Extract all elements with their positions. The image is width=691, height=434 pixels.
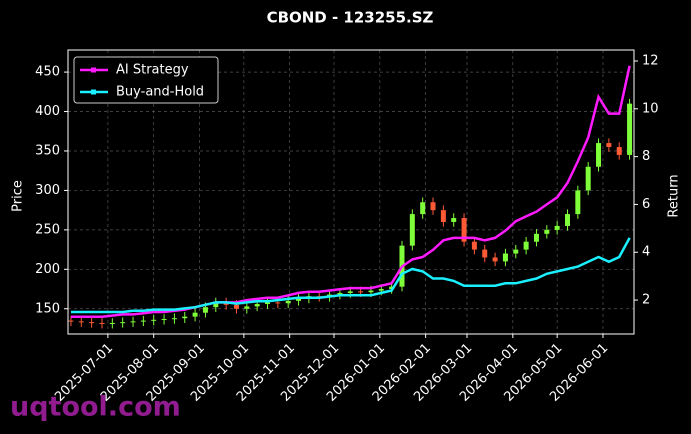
candle-body [265, 302, 271, 305]
candle-body [78, 321, 84, 323]
candle-body [554, 225, 560, 230]
candle-body [254, 304, 260, 307]
candle-body [99, 322, 105, 324]
candle-body [202, 307, 208, 313]
candle-body [482, 249, 488, 258]
candle-body [285, 300, 291, 304]
candle-body [585, 166, 591, 191]
candle-body [347, 291, 353, 293]
candle-body [461, 218, 467, 242]
candle-body [140, 320, 146, 322]
y-tick-label: 350 [35, 143, 60, 158]
legend-label: Buy-and-Hold [116, 85, 204, 100]
y-tick-label: 400 [35, 104, 60, 119]
y-tick-label: 150 [35, 301, 60, 316]
candle-body [616, 147, 622, 155]
candle-body [606, 143, 612, 148]
y-tick-label: 300 [35, 183, 60, 198]
chart-title: CBOND - 123255.SZ [267, 9, 434, 27]
y2-axis-label: Return [667, 174, 682, 217]
legend-box [73, 56, 219, 104]
y-tick-label: 450 [35, 65, 60, 80]
candle-body [109, 322, 115, 324]
candle-body [544, 229, 550, 234]
candle-body [296, 298, 302, 301]
y2-tick-label: 10 [642, 101, 659, 116]
candle-body [368, 290, 374, 293]
legend-marker [91, 89, 96, 95]
candle-body [523, 241, 529, 250]
candle-body [358, 291, 364, 293]
candle-body [389, 286, 395, 290]
candle-body [451, 218, 457, 222]
y2-tick-label: 8 [642, 149, 650, 164]
series-line [71, 237, 631, 314]
watermark: uqtool.com [10, 392, 181, 423]
plot-frame [67, 49, 635, 335]
candle-body [471, 241, 477, 250]
candle-body [171, 318, 177, 320]
candle-body [213, 302, 219, 308]
candle-body [409, 214, 415, 246]
y2-tick-label: 6 [642, 197, 650, 212]
legend-marker [91, 67, 96, 73]
candle-body [275, 302, 281, 304]
candle-body [420, 202, 426, 215]
candle-body [337, 292, 343, 295]
candle-body [120, 322, 126, 324]
candle-body [378, 289, 384, 291]
candle-body [151, 319, 157, 321]
candle-body [161, 319, 167, 321]
y2-tick-label: 2 [642, 293, 650, 308]
legend-label: AI Strategy [116, 63, 189, 78]
legend: AI Strategy Buy-and-Hold [73, 56, 219, 104]
candle-body [564, 214, 570, 226]
candle-body [627, 103, 633, 155]
candle-body [233, 304, 239, 309]
candle-body [596, 143, 602, 167]
candle-body [182, 316, 188, 319]
candle-body [130, 321, 136, 323]
candle-body [244, 306, 250, 309]
candle-body [502, 253, 508, 262]
y2-tick-label: 12 [642, 53, 659, 68]
y-tick-label: 250 [35, 222, 60, 237]
candle-body [430, 202, 436, 211]
candle-body [513, 249, 519, 254]
series-line [71, 65, 631, 319]
y-axis-label: Price [11, 180, 26, 212]
candle-body [68, 320, 74, 322]
candle-body [89, 322, 95, 324]
candle-body [192, 312, 198, 317]
y2-tick-label: 4 [642, 245, 650, 260]
candle-body [575, 190, 581, 215]
candle-body [492, 257, 498, 262]
y-tick-label: 200 [35, 262, 60, 277]
candle-body [440, 210, 446, 222]
candle-body [533, 233, 539, 242]
